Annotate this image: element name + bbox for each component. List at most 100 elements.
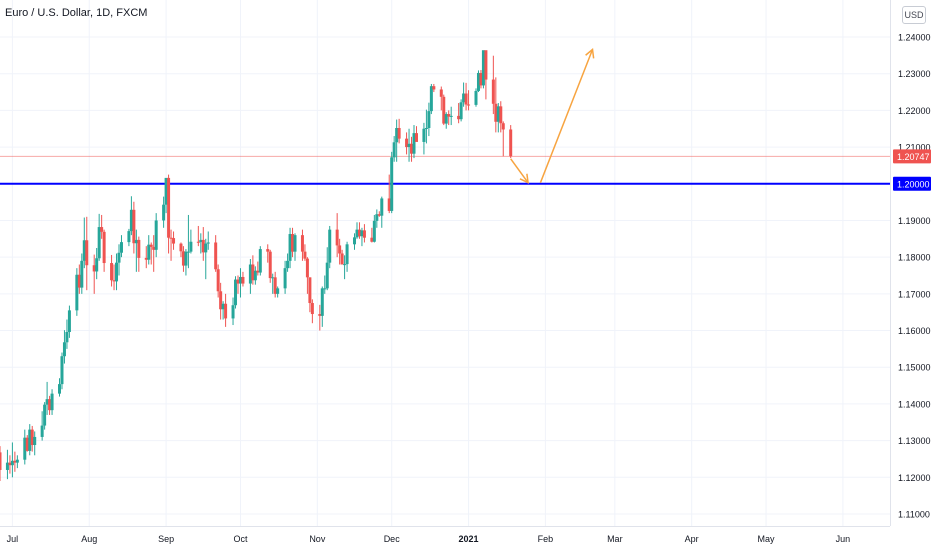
candle-body bbox=[201, 239, 205, 253]
candle-body bbox=[40, 425, 44, 437]
candle-body bbox=[206, 242, 210, 244]
candle-body bbox=[33, 436, 37, 446]
candle-body bbox=[65, 332, 69, 343]
candle-body bbox=[115, 262, 119, 282]
candle-body bbox=[5, 462, 9, 470]
trend-arrow-line bbox=[510, 158, 529, 184]
currency-button[interactable]: USD bbox=[902, 6, 926, 24]
support-price-label: 1.20000 bbox=[897, 179, 930, 189]
candle-body bbox=[439, 89, 443, 97]
support-price-label-bg bbox=[893, 176, 931, 191]
candle-body bbox=[8, 462, 12, 466]
chart-title: Euro / U.S. Dollar, 1D, FXCM bbox=[5, 7, 148, 19]
candle-body bbox=[377, 214, 381, 216]
candle-body bbox=[499, 106, 503, 124]
candle-body bbox=[303, 251, 307, 259]
candle-body bbox=[57, 384, 61, 394]
candle-body bbox=[372, 220, 376, 242]
candle-body bbox=[407, 143, 411, 148]
candle-body bbox=[414, 133, 418, 142]
x-tick-label: Jun bbox=[836, 534, 851, 544]
candle-body bbox=[442, 96, 446, 124]
candle-body bbox=[95, 258, 99, 272]
trend-arrow-line bbox=[539, 49, 594, 183]
y-tick-label: 1.16000 bbox=[898, 326, 931, 336]
candle-body bbox=[343, 264, 347, 266]
candle-body bbox=[102, 231, 106, 264]
candle-body bbox=[251, 264, 255, 281]
candle-body bbox=[444, 114, 448, 124]
candle-body bbox=[184, 251, 188, 266]
candle-body bbox=[224, 303, 228, 319]
candle-body bbox=[25, 437, 29, 451]
candle-body bbox=[169, 237, 173, 239]
candle-body bbox=[162, 204, 166, 221]
candle-body bbox=[221, 303, 225, 310]
x-tick-label: Apr bbox=[685, 534, 699, 544]
candle-body bbox=[481, 50, 485, 86]
candle-body bbox=[291, 234, 295, 252]
candle-body bbox=[286, 260, 290, 269]
candle-body bbox=[144, 257, 148, 260]
last-price-label-bg bbox=[893, 149, 931, 164]
candle-body bbox=[266, 249, 270, 252]
candle-body bbox=[253, 270, 257, 281]
candle-body bbox=[410, 143, 414, 154]
candle-body bbox=[484, 50, 488, 80]
candle-body bbox=[152, 246, 156, 250]
arrow-head bbox=[519, 173, 529, 184]
y-tick-label: 1.19000 bbox=[898, 216, 931, 226]
candle-body bbox=[0, 452, 2, 470]
candle-body bbox=[474, 90, 478, 105]
candle-body bbox=[186, 251, 190, 253]
candle-body bbox=[340, 253, 344, 265]
x-tick-label: Dec bbox=[384, 534, 401, 544]
candle-body bbox=[238, 276, 242, 284]
candle-body bbox=[77, 274, 81, 288]
candle-body bbox=[268, 251, 272, 279]
x-tick-label: Oct bbox=[233, 534, 248, 544]
x-tick-label: Aug bbox=[81, 534, 97, 544]
axes: 1.24000 1.23000 1.22000 1.21000 1.20000 1.190… bbox=[0, 0, 931, 544]
x-tick-label: Mar bbox=[607, 534, 623, 544]
candle-body bbox=[380, 198, 384, 216]
candle-body bbox=[457, 115, 461, 120]
candle-body bbox=[501, 123, 505, 130]
candle-body bbox=[119, 242, 123, 253]
candle-body bbox=[80, 260, 84, 288]
candle-body bbox=[338, 245, 342, 254]
candle-body bbox=[462, 93, 466, 103]
candle-body bbox=[432, 86, 436, 90]
candle-body bbox=[43, 404, 47, 426]
candle-body bbox=[85, 240, 89, 266]
candle-body bbox=[449, 115, 453, 117]
candle-body bbox=[467, 104, 471, 106]
candle-body bbox=[216, 269, 220, 292]
candle-body bbox=[199, 239, 203, 243]
candle-body bbox=[271, 277, 275, 279]
candle-body bbox=[293, 235, 297, 252]
candle-body bbox=[50, 393, 54, 411]
candle-body bbox=[509, 129, 513, 157]
candle-body bbox=[117, 252, 121, 263]
candle-body bbox=[62, 342, 66, 357]
grid-lines bbox=[0, 0, 890, 526]
candle-body bbox=[45, 399, 49, 405]
candle-body bbox=[464, 93, 468, 105]
candle-body bbox=[241, 276, 245, 284]
candle-body bbox=[129, 209, 133, 232]
drawing-annotations[interactable] bbox=[510, 48, 595, 184]
x-tick-label: Feb bbox=[538, 534, 554, 544]
candle-body bbox=[234, 279, 238, 306]
candle-body bbox=[256, 270, 260, 273]
candle-body bbox=[397, 127, 401, 139]
candle-body bbox=[395, 127, 399, 143]
candle-body bbox=[370, 237, 374, 242]
price-labels: 1.20747 1.20000 bbox=[893, 149, 931, 191]
candle-body bbox=[412, 133, 416, 154]
candle-body bbox=[390, 157, 394, 211]
candle-body bbox=[92, 265, 96, 272]
candle-body bbox=[387, 198, 391, 211]
